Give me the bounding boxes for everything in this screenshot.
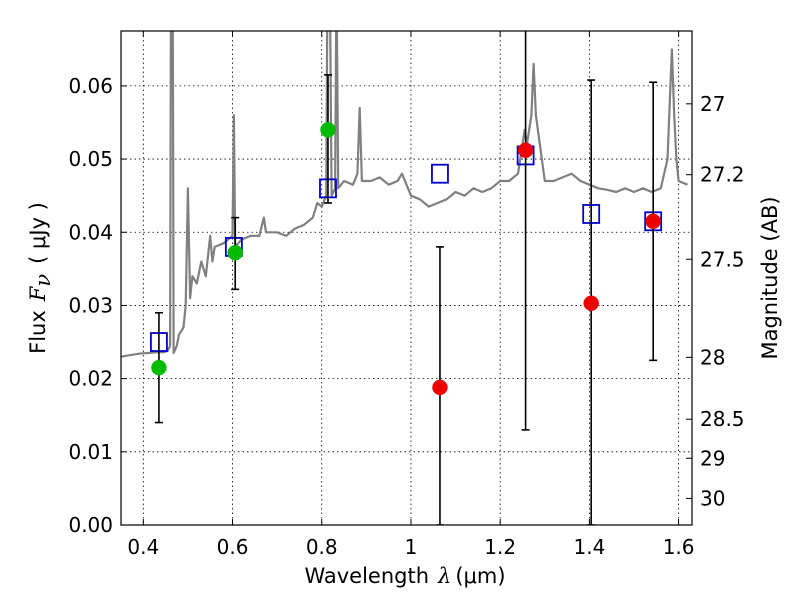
x-tick-label: 1 xyxy=(405,535,418,559)
y2-tick-label: 28 xyxy=(700,345,725,369)
x-tick-label: 1.4 xyxy=(573,535,605,559)
observed-circle-point xyxy=(151,359,167,376)
y2-axis-label: Magnitude (AB) xyxy=(758,196,782,359)
observed-circle-point xyxy=(432,379,448,396)
observed-circle-point xyxy=(517,142,534,159)
y-tick-label: 0.02 xyxy=(68,367,113,391)
spectrum-line xyxy=(121,31,688,358)
y-axis-label: FluxFν( μJy ) xyxy=(26,202,55,354)
plot-area xyxy=(121,31,688,525)
plot-frame xyxy=(120,30,693,526)
x-tick-label: 0.8 xyxy=(306,535,338,559)
x-tick-label: 0.4 xyxy=(127,535,159,559)
observed-circle-point xyxy=(583,295,599,311)
y2-tick-label: 27.5 xyxy=(700,247,745,271)
axes: 0.4 0.6 0.8 1 1.2 1.4 1.6 0.00 0.01 0.02 0.03 0.04 0… xyxy=(68,31,745,559)
y-tick-label: 0.01 xyxy=(68,440,113,464)
y2-tick-label: 27.2 xyxy=(700,163,745,187)
y2-tick-label: 28.5 xyxy=(700,407,745,431)
y-tick-label: 0.03 xyxy=(68,293,113,317)
observed-circle-point xyxy=(645,213,661,230)
model-square-point xyxy=(431,163,449,184)
x-tick-label: 1.6 xyxy=(663,535,695,559)
y-tick-label: 0.00 xyxy=(68,513,113,537)
x-tick-label: 1.2 xyxy=(484,535,516,559)
x-axis-label: Wavelength λ (μm) xyxy=(304,564,505,588)
y-tick-label: 0.04 xyxy=(68,220,113,244)
y-tick-label: 0.05 xyxy=(68,147,113,171)
observed-circle-point xyxy=(227,245,243,261)
observed-circle-point xyxy=(320,122,336,138)
x-tick-label: 0.6 xyxy=(217,535,249,559)
y-tick-label: 0.06 xyxy=(68,74,113,98)
y2-tick-label: 30 xyxy=(700,486,725,510)
grid xyxy=(121,31,692,526)
y2-tick-label: 29 xyxy=(700,446,725,470)
y2-tick-label: 27 xyxy=(700,92,725,116)
